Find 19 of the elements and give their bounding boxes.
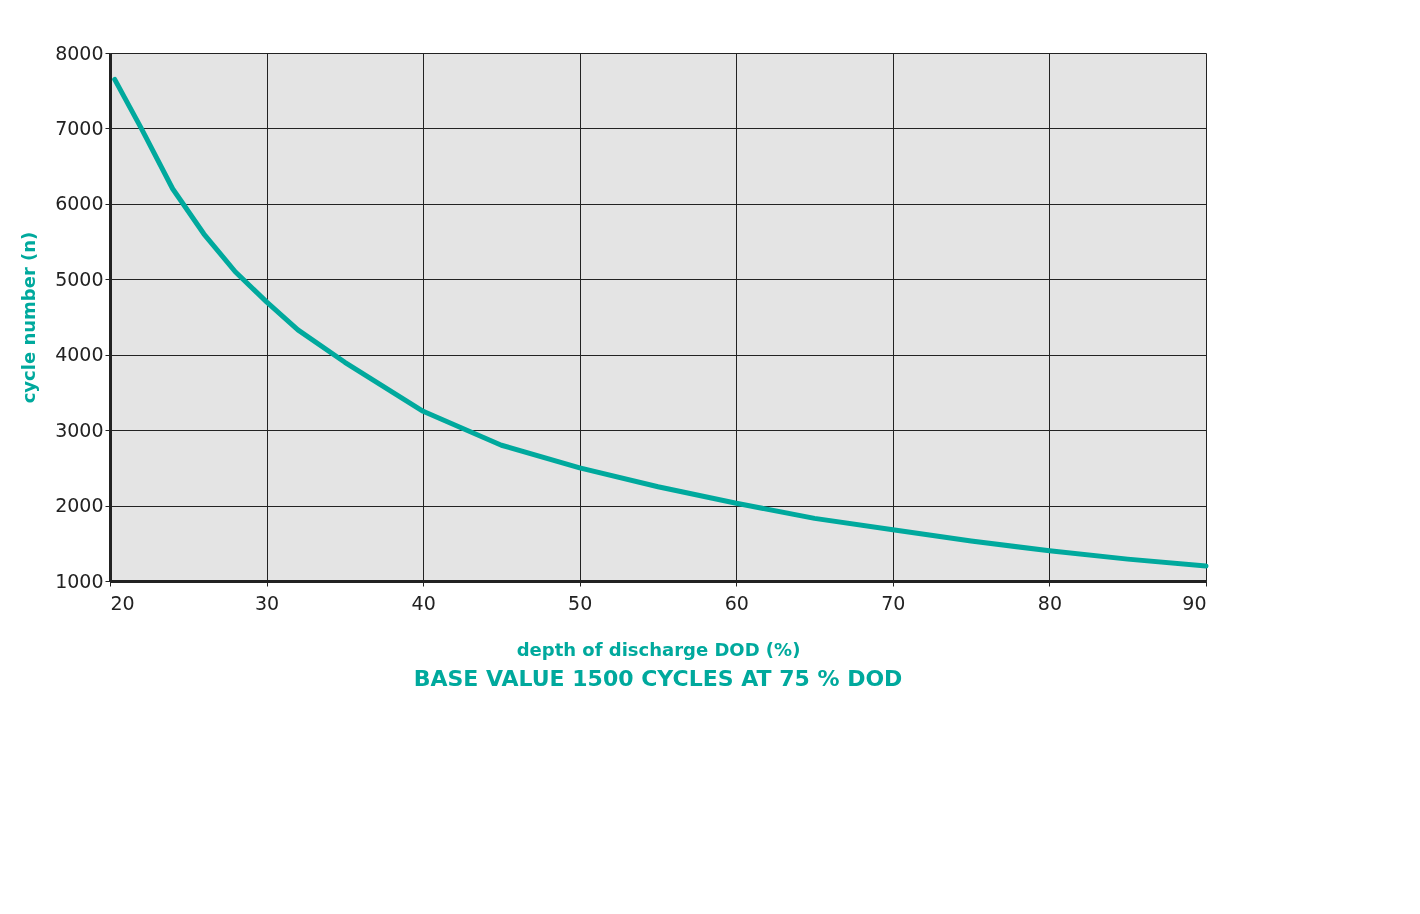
y-tick-label: 1000: [55, 569, 104, 592]
y-tick-label: 8000: [55, 41, 104, 64]
x-tick-label: 70: [881, 591, 906, 614]
y-tick-label: 5000: [55, 267, 104, 290]
x-tick-label: 30: [254, 591, 280, 614]
x-tick-label: 90: [1182, 591, 1207, 614]
x-tick-label: 50: [568, 591, 593, 614]
x-tick-label: 80: [1037, 591, 1063, 614]
y-tick-label: 6000: [55, 192, 104, 215]
x-tick-label: 20: [110, 591, 135, 614]
x-tick-label: 40: [411, 591, 436, 614]
x-axis-title: depth of discharge DOD (%): [516, 638, 801, 660]
text: BASE VALUE 1500 CYCLES AT 75 % DOD: [413, 666, 903, 691]
y-tick-label: 3000: [55, 418, 104, 441]
x-tick-label: 60: [724, 591, 749, 614]
y-axis-title: cycle number (n): [18, 231, 40, 404]
y-tick-label: 4000: [55, 343, 104, 366]
y-tick-label: 7000: [55, 116, 104, 139]
y-tick-label: 2000: [55, 494, 104, 517]
